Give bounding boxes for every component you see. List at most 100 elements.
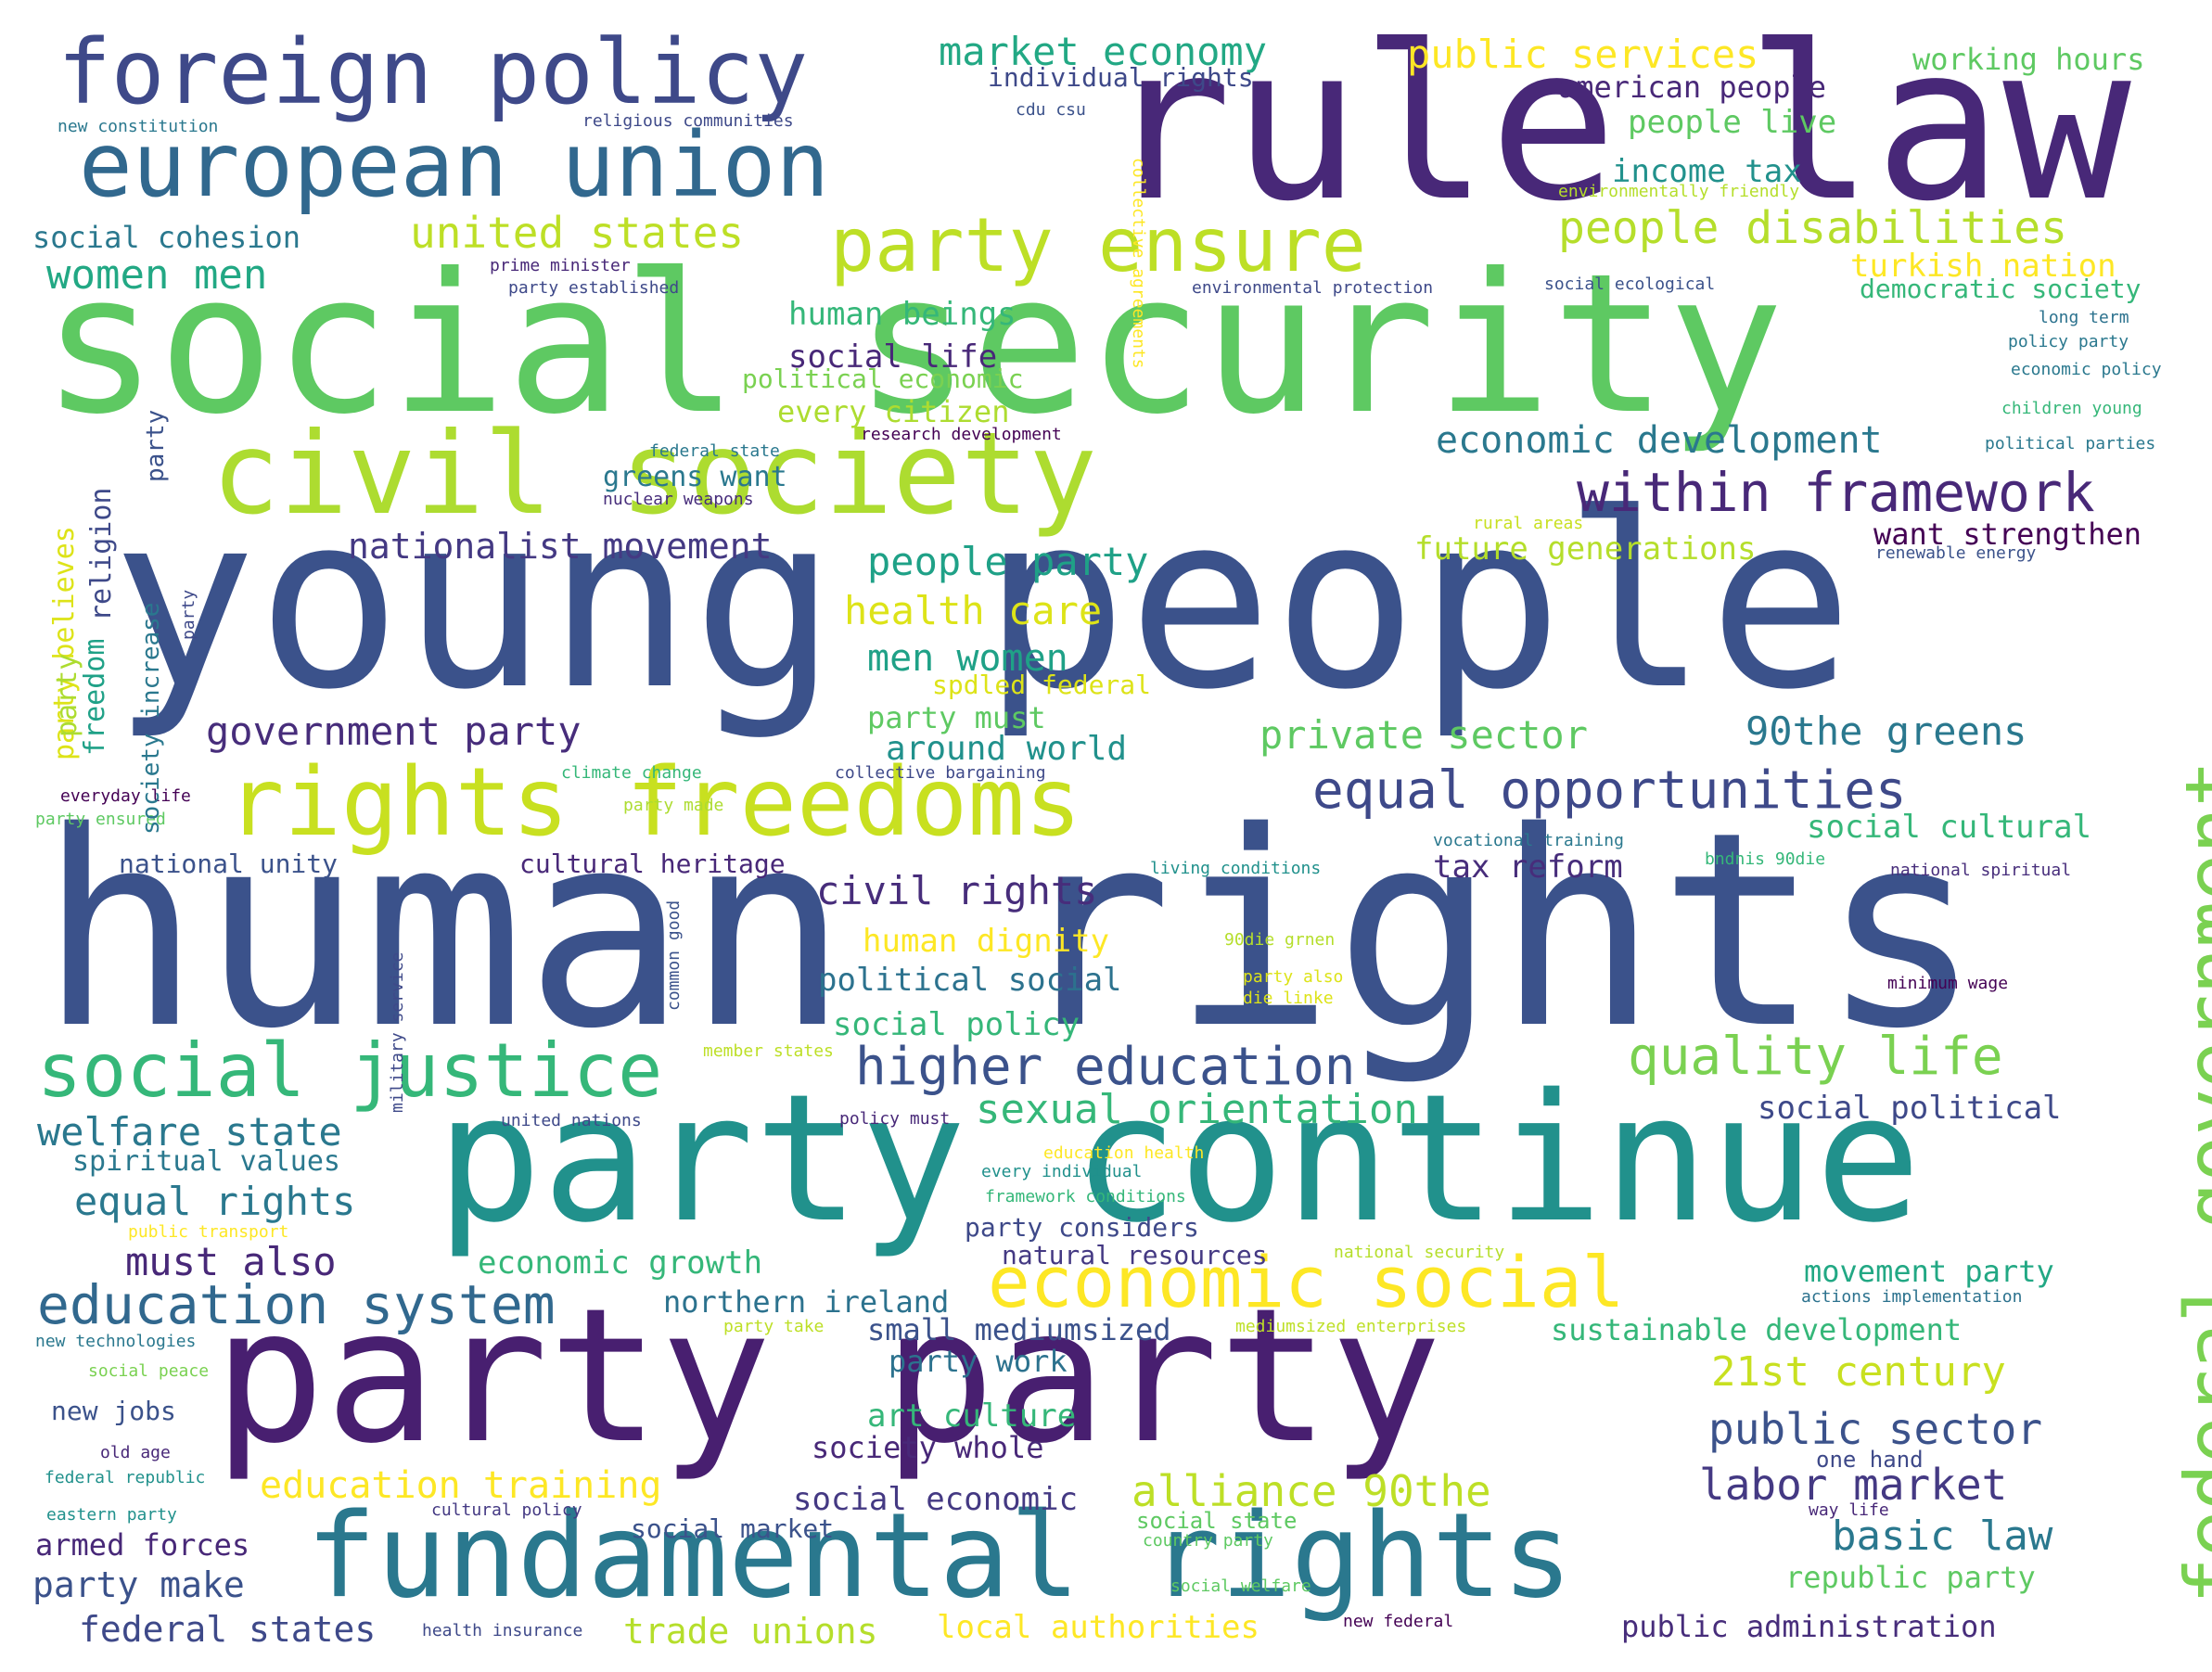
word-70: small mediumsized bbox=[867, 1312, 1171, 1347]
word-49: 90the greens bbox=[1745, 708, 2027, 754]
word-63: equal rights bbox=[74, 1179, 356, 1224]
word-84: armed forces bbox=[35, 1527, 250, 1563]
word-8: rights freedoms bbox=[227, 747, 1082, 858]
word-25: people live bbox=[1628, 104, 1837, 141]
word-20: market economy bbox=[939, 29, 1268, 74]
word-99: long term bbox=[2039, 308, 2129, 327]
word-18: within framework bbox=[1577, 461, 2095, 524]
word-92: religious communities bbox=[582, 111, 794, 131]
word-131: new technologies bbox=[35, 1332, 197, 1351]
word-35: political economic bbox=[742, 364, 1024, 394]
word-66: party considers bbox=[965, 1212, 1199, 1243]
word-15: education system bbox=[37, 1273, 556, 1336]
word-27: united states bbox=[410, 208, 745, 258]
word-23: individual rights bbox=[988, 62, 1254, 93]
word-123: united nations bbox=[501, 1111, 642, 1130]
word-78: education training bbox=[260, 1464, 662, 1507]
word-17: higher education bbox=[855, 1037, 1356, 1097]
word-45: spdled federal bbox=[932, 670, 1152, 700]
word-55: civil rights bbox=[816, 868, 1098, 913]
word-11: federal government bbox=[2168, 759, 2212, 1604]
word-100: policy party bbox=[2008, 332, 2129, 351]
word-97: environmental protection bbox=[1192, 278, 1434, 298]
word-47: government party bbox=[206, 708, 582, 754]
word-147: party bbox=[142, 409, 170, 482]
word-96: party established bbox=[508, 278, 680, 298]
word-148: society increase bbox=[137, 602, 165, 835]
word-140: social state bbox=[1136, 1508, 1298, 1534]
word-53: cultural heritage bbox=[519, 849, 786, 879]
word-98: social ecological bbox=[1544, 274, 1716, 294]
word-14: economic social bbox=[988, 1241, 1625, 1323]
word-91: new constitution bbox=[58, 117, 219, 136]
word-111: everyday life bbox=[60, 786, 191, 806]
word-119: party also bbox=[1243, 967, 1344, 987]
word-135: one hand bbox=[1816, 1447, 1924, 1473]
word-28: people disabilities bbox=[1558, 202, 2068, 254]
word-101: economic policy bbox=[2011, 360, 2162, 379]
word-6: fundamental rights bbox=[306, 1487, 1573, 1624]
word-132: party take bbox=[723, 1317, 825, 1336]
word-64: must also bbox=[125, 1239, 337, 1284]
word-62: social political bbox=[1758, 1090, 2062, 1127]
word-80: alliance 90the bbox=[1132, 1466, 1491, 1516]
word-150: religion bbox=[85, 487, 118, 622]
word-108: renewable energy bbox=[1875, 543, 2037, 563]
word-104: federal state bbox=[649, 441, 780, 461]
word-2: social security bbox=[42, 233, 1784, 457]
word-129: national security bbox=[1334, 1243, 1505, 1262]
word-87: federal states bbox=[79, 1609, 377, 1650]
word-54: tax reform bbox=[1433, 849, 1623, 886]
word-109: climate change bbox=[561, 763, 702, 783]
word-113: party made bbox=[623, 796, 724, 815]
word-95: prime minister bbox=[490, 256, 631, 275]
word-93: cdu csu bbox=[1016, 100, 1086, 120]
word-75: art culture bbox=[867, 1398, 1077, 1435]
word-142: way life bbox=[1809, 1500, 1889, 1520]
word-90: public administration bbox=[1621, 1609, 1997, 1644]
word-9: foreign policy bbox=[58, 20, 809, 124]
word-42: people party bbox=[867, 539, 1149, 584]
word-71: sustainable development bbox=[1551, 1312, 1963, 1347]
word-110: collective bargaining bbox=[835, 763, 1046, 783]
word-43: health care bbox=[844, 588, 1103, 633]
word-124: policy must bbox=[839, 1109, 951, 1129]
word-68: movement party bbox=[1804, 1254, 2054, 1289]
word-125: education health bbox=[1043, 1143, 1205, 1163]
word-134: social peace bbox=[88, 1361, 210, 1381]
word-116: bndnis 90die bbox=[1705, 849, 1826, 869]
word-39: nationalist movement bbox=[348, 526, 773, 567]
word-130: actions implementation bbox=[1801, 1287, 2023, 1307]
word-0: human rights bbox=[39, 775, 1983, 1088]
word-34: social life bbox=[788, 338, 998, 376]
word-19: quality life bbox=[1628, 1027, 2003, 1087]
word-112: party ensured bbox=[35, 810, 166, 829]
word-29: social cohesion bbox=[32, 220, 300, 255]
word-31: turkish nation bbox=[1850, 248, 2116, 285]
word-105: research development bbox=[861, 425, 1062, 444]
word-69: northern ireland bbox=[663, 1284, 950, 1320]
word-36: every citizen bbox=[777, 394, 1010, 429]
word-77: society whole bbox=[812, 1430, 1044, 1465]
word-106: nuclear weapons bbox=[603, 490, 754, 509]
word-76: public sector bbox=[1708, 1404, 2043, 1454]
word-56: human dignity bbox=[863, 923, 1110, 960]
word-16: equal opportunities bbox=[1312, 760, 1907, 821]
word-126: every individual bbox=[981, 1162, 1143, 1181]
word-88: trade unions bbox=[623, 1611, 878, 1652]
word-139: cultural policy bbox=[431, 1500, 582, 1520]
word-51: social cultural bbox=[1807, 809, 2092, 846]
word-138: eastern party bbox=[46, 1505, 177, 1525]
word-145: new federal bbox=[1343, 1612, 1454, 1631]
word-26: income tax bbox=[1612, 153, 1802, 190]
word-81: labor market bbox=[1699, 1460, 2008, 1510]
word-137: federal republic bbox=[45, 1468, 206, 1487]
word-115: living conditions bbox=[1150, 859, 1322, 878]
word-121: minimum wage bbox=[1887, 974, 2009, 993]
word-74: new jobs bbox=[51, 1396, 176, 1426]
word-154: common good bbox=[664, 900, 684, 1011]
word-73: 21st century bbox=[1711, 1348, 2006, 1396]
word-57: political social bbox=[818, 962, 1122, 999]
word-37: economic development bbox=[1436, 419, 1883, 462]
